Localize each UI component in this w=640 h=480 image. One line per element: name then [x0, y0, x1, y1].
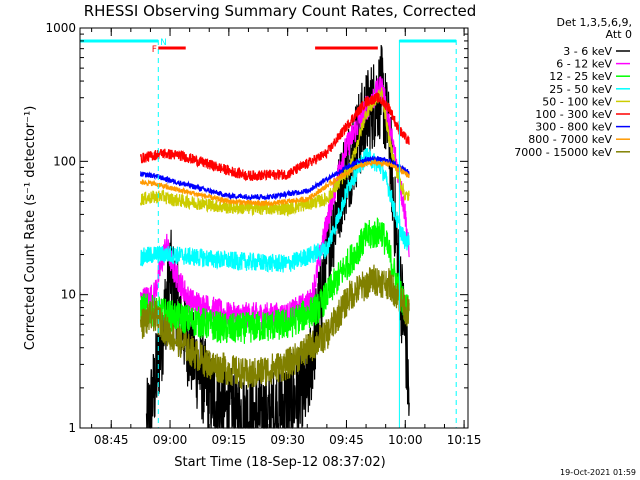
legend-label: 300 - 800 keV [535, 121, 612, 134]
y-tick-label: 1 [68, 421, 76, 435]
chart-title: RHESSI Observing Summary Count Rates, Co… [84, 2, 477, 20]
series-line-12-25-kev [140, 217, 410, 344]
y-tick-label: 100 [53, 154, 76, 168]
series-line-3-6-kev [145, 44, 410, 429]
series-line-50-100-kev [140, 87, 410, 217]
footer-timestamp: 19-Oct-2021 01:59 [560, 468, 636, 477]
legend-label: 6 - 12 keV [556, 58, 612, 71]
x-tick-label: 09:45 [329, 433, 364, 447]
detector-header-line-1: Det 1,3,5,6,9, [556, 16, 632, 29]
x-tick-label: 09:30 [270, 433, 305, 447]
axis-layer: 08:45 09:00 09:15 09:30 09:45 10:00 10:15 1 10 10… [45, 21, 481, 447]
series-line-800-7000-kev [140, 158, 410, 208]
flag-label-f: F [152, 45, 157, 55]
x-tick-label: 10:15 [447, 433, 482, 447]
legend-label: 3 - 6 keV [563, 45, 612, 58]
y-axis-label: Corrected Count Rate (s⁻¹ detector⁻¹) [23, 106, 38, 351]
legend-label: 12 - 25 keV [549, 70, 612, 83]
series-line-7000-15000-kev [140, 264, 410, 390]
series-line-100-300-kev [140, 91, 410, 182]
x-tick-label: 08:45 [94, 433, 129, 447]
y-tick-label: 1000 [45, 21, 76, 35]
x-axis-label: Start Time (18-Sep-12 08:37:02) [174, 455, 385, 470]
series-line-25-50-kev [140, 148, 410, 273]
series-layer [140, 44, 410, 429]
legend-label: 25 - 50 keV [549, 83, 612, 96]
plot-frame [79, 27, 469, 429]
legend-label: 50 - 100 keV [542, 95, 612, 108]
legend-label: 800 - 7000 keV [528, 133, 612, 146]
x-tick-label: 10:00 [388, 433, 423, 447]
legend-label: 100 - 300 keV [535, 108, 612, 121]
x-tick-label: 09:00 [153, 433, 188, 447]
legend-label: 7000 - 15000 keV [514, 146, 612, 159]
y-tick-label: 10 [61, 288, 76, 302]
detector-header-line-2: Att 0 [606, 28, 632, 41]
x-tick-label: 09:15 [212, 433, 247, 447]
flag-label-n: N [160, 38, 167, 48]
